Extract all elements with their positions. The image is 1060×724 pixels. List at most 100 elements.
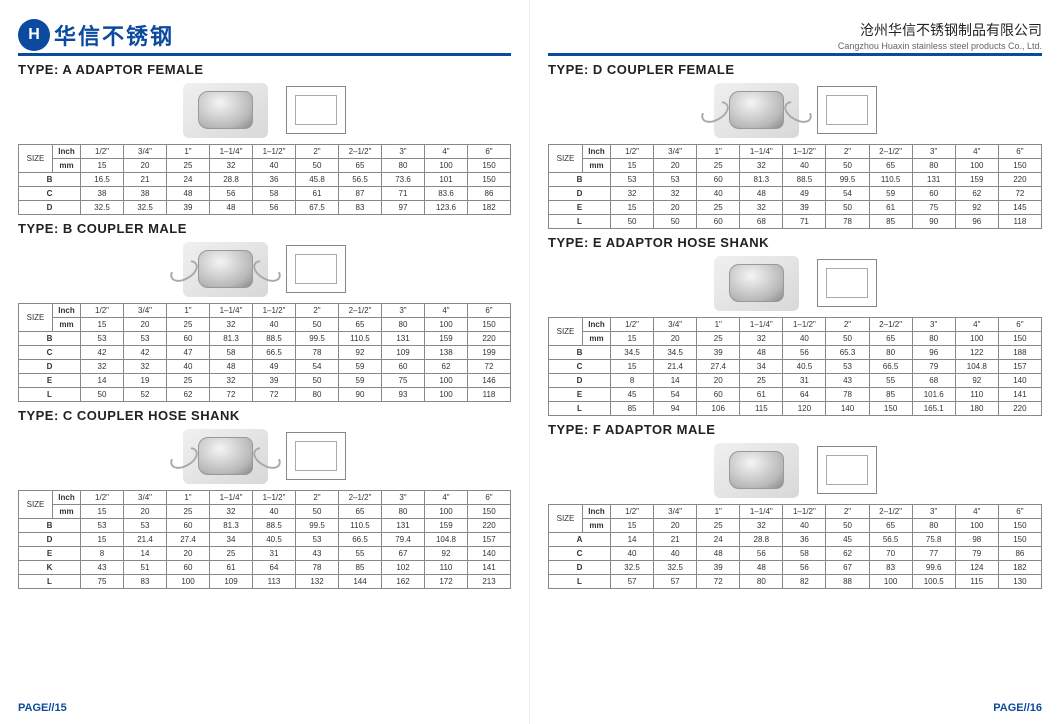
inch-value: 3/4" (654, 318, 697, 332)
spec-cell: 54 (296, 360, 339, 374)
table-row: C383848565861877183.686 (19, 187, 511, 201)
table-row: K43516061647885102110141 (19, 561, 511, 575)
spec-cell: 94 (654, 402, 697, 416)
spec-cell: 38 (81, 187, 124, 201)
spec-cell: 43 (81, 561, 124, 575)
spec-cell: 68 (912, 374, 955, 388)
spec-cell: 25 (740, 374, 783, 388)
inch-value: 1/2" (611, 145, 654, 159)
spec-cell: 58 (253, 187, 296, 201)
spec-cell: 100 (167, 575, 210, 589)
mm-value: 150 (468, 159, 511, 173)
spec-cell: 79 (955, 547, 998, 561)
inch-value: 4" (425, 304, 468, 318)
spec-cell: 20 (697, 374, 740, 388)
spec-cell: 43 (826, 374, 869, 388)
spec-cell: 54 (826, 187, 869, 201)
spec-cell: 39 (783, 201, 826, 215)
spec-cell: 40 (697, 187, 740, 201)
section-title: TYPE: A ADAPTOR FEMALE (18, 62, 511, 77)
spec-cell: 180 (955, 402, 998, 416)
mm-value: 25 (697, 519, 740, 533)
section-type-f: TYPE: F ADAPTOR MALESIZEInch1/2"3/4"1"1–… (548, 422, 1042, 589)
spec-cell: 8 (81, 547, 124, 561)
section-title: TYPE: C COUPLER HOSE SHANK (18, 408, 511, 423)
spec-cell: 21.4 (124, 533, 167, 547)
spec-cell: 92 (955, 201, 998, 215)
spec-cell: 38 (124, 187, 167, 201)
spec-cell: 97 (382, 201, 425, 215)
inch-value: 1/2" (81, 304, 124, 318)
mm-value: 100 (425, 318, 468, 332)
spec-cell: 67 (826, 561, 869, 575)
mm-value: 80 (912, 332, 955, 346)
spec-cell: 64 (783, 388, 826, 402)
spec-cell: 50 (654, 215, 697, 229)
size-header: SIZE (19, 304, 53, 332)
spec-cell: 115 (740, 402, 783, 416)
row-key: C (549, 360, 611, 374)
mm-value: 100 (955, 519, 998, 533)
spec-cell: 60 (697, 173, 740, 187)
dimension-diagram (286, 245, 346, 293)
inch-value: 1" (697, 145, 740, 159)
spec-cell: 70 (869, 547, 912, 561)
spec-cell: 52 (124, 388, 167, 402)
spec-cell: 62 (826, 547, 869, 561)
inch-value: 1" (697, 318, 740, 332)
table-row: D1521.427.43440.55366.579.4104.8157 (19, 533, 511, 547)
section-type-d: TYPE: D COUPLER FEMALESIZEInch1/2"3/4"1"… (548, 62, 1042, 229)
mm-value: 40 (253, 318, 296, 332)
mm-value: 15 (611, 332, 654, 346)
spec-cell: 61 (296, 187, 339, 201)
spec-cell: 220 (468, 332, 511, 346)
inch-value: 2" (296, 491, 339, 505)
spec-cell: 140 (998, 374, 1041, 388)
row-key: D (549, 374, 611, 388)
spec-cell: 60 (167, 332, 210, 346)
spec-cell: 15 (81, 533, 124, 547)
spec-cell: 72 (253, 388, 296, 402)
mm-value: 65 (339, 505, 382, 519)
spec-cell: 102 (382, 561, 425, 575)
row-key: C (549, 547, 611, 561)
spec-cell: 80 (869, 346, 912, 360)
spec-cell: 85 (339, 561, 382, 575)
spec-cell: 110.5 (339, 519, 382, 533)
spec-cell: 99.5 (826, 173, 869, 187)
row-key: A (549, 533, 611, 547)
spec-cell: 55 (869, 374, 912, 388)
table-row: E45546061647885101.6110141 (549, 388, 1042, 402)
spec-cell: 75 (382, 374, 425, 388)
spec-cell: 81.3 (740, 173, 783, 187)
spec-cell: 53 (81, 332, 124, 346)
spec-cell: 25 (210, 547, 253, 561)
spec-cell: 96 (955, 215, 998, 229)
inch-value: 3/4" (124, 491, 167, 505)
page-16: 沧州华信不锈钢制品有限公司 Cangzhou Huaxin stainless … (530, 0, 1060, 724)
spec-cell: 60 (167, 561, 210, 575)
spec-cell: 50 (296, 374, 339, 388)
spec-cell: 53 (124, 332, 167, 346)
spec-cell: 60 (697, 388, 740, 402)
table-row: A14212428.8364556.575.898150 (549, 533, 1042, 547)
spec-cell: 85 (869, 215, 912, 229)
spec-cell: 123.6 (425, 201, 468, 215)
spec-cell: 83 (124, 575, 167, 589)
spec-cell: 172 (425, 575, 468, 589)
spec-cell: 45 (611, 388, 654, 402)
size-header: SIZE (19, 491, 53, 519)
inch-value: 3/4" (124, 304, 167, 318)
mm-value: 40 (783, 332, 826, 346)
spec-cell: 50 (611, 215, 654, 229)
section-type-c: TYPE: C COUPLER HOSE SHANKSIZEInch1/2"3/… (18, 408, 511, 589)
table-row: C4242475866.57892109138199 (19, 346, 511, 360)
spec-cell: 93 (382, 388, 425, 402)
spec-cell: 159 (425, 519, 468, 533)
inch-value: 1–1/4" (210, 491, 253, 505)
row-key: L (19, 388, 81, 402)
spec-cell: 100 (869, 575, 912, 589)
inch-label: Inch (53, 491, 81, 505)
product-image-row (18, 79, 511, 141)
product-photo (183, 429, 268, 484)
